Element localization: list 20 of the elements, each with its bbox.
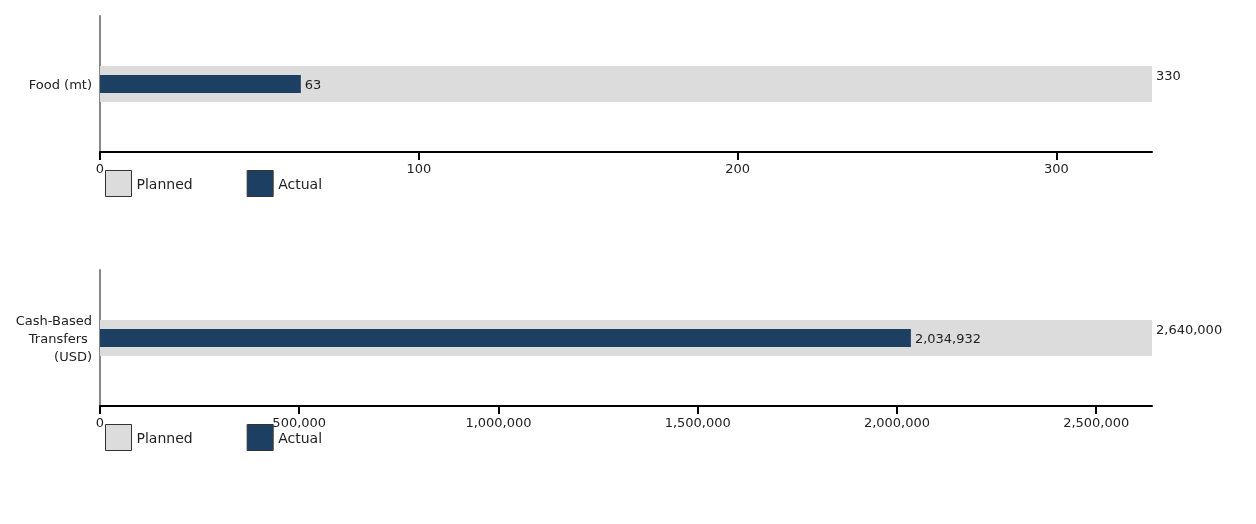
- legend-label: Planned: [136, 175, 193, 192]
- legend-label: Actual: [278, 175, 323, 192]
- x-tick-label: 100: [406, 161, 432, 176]
- data-label: 63: [304, 76, 322, 92]
- legend-label: Actual: [278, 429, 323, 446]
- x-tick-label: 0: [95, 161, 105, 176]
- y-tick-label: Cash-Based Transfers (USD): [15, 312, 92, 364]
- y-tick-label: Food (mt): [28, 76, 92, 92]
- x-tick-label: 1,500,000: [664, 415, 731, 430]
- x-tick-label: 200: [725, 161, 750, 176]
- x-tick-label: 2,500,000: [1063, 415, 1130, 430]
- data-label: 2,034,932: [914, 330, 982, 346]
- x-tick-label: 2,000,000: [863, 415, 931, 430]
- x-tick-label: 0: [95, 415, 105, 430]
- data-label: 330: [1156, 67, 1181, 83]
- legend-label: Planned: [136, 429, 193, 446]
- data-label: 2,640,000: [1156, 321, 1223, 337]
- x-tick-label: 500,000: [272, 415, 327, 430]
- x-tick-label: 300: [1043, 161, 1069, 176]
- x-tick-label: 1,000,000: [465, 415, 532, 430]
